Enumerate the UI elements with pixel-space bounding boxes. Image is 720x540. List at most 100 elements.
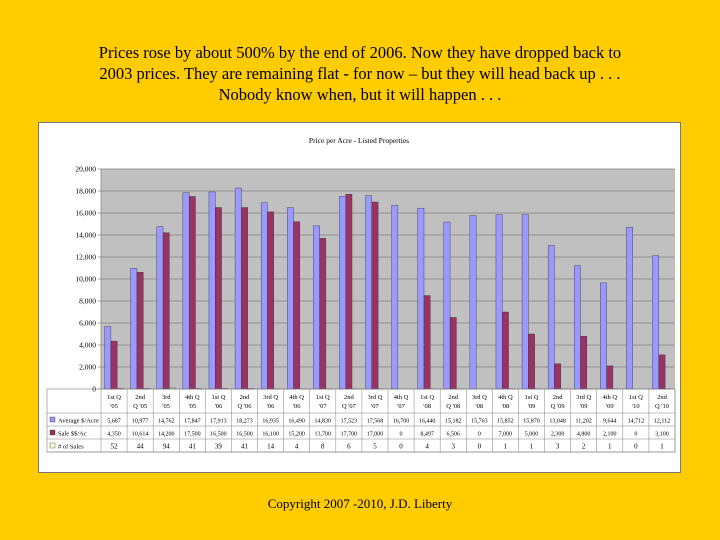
x-tick-label: 2nd (135, 394, 146, 401)
data-label: 17,847 (184, 419, 201, 425)
x-tick-label: 1st Q (420, 394, 434, 401)
y-tick-label: 18,000 (75, 187, 96, 196)
data-label: 9,644 (603, 419, 617, 425)
x-tick-label: '10 (632, 403, 640, 410)
data-label: 0 (478, 443, 482, 451)
x-tick-label: Q '09 (551, 403, 565, 410)
data-label: 14,712 (628, 419, 645, 425)
y-tick-label: 16,000 (75, 209, 96, 218)
x-tick-label: Q '05 (133, 403, 147, 410)
data-label: 15,870 (523, 419, 540, 425)
x-tick-label: 2nd (657, 394, 668, 401)
data-label: 2,300 (551, 432, 565, 438)
bar-average (469, 215, 477, 390)
data-label: 15,852 (497, 419, 513, 425)
data-label: 10,977 (132, 419, 149, 425)
bar-average (182, 192, 190, 390)
data-label: 0 (634, 443, 638, 451)
data-label: 14 (267, 443, 275, 451)
data-label: 14,830 (315, 419, 332, 425)
data-label: 17,523 (341, 419, 358, 425)
data-label: 0 (400, 432, 403, 438)
x-tick-label: '08 (475, 403, 483, 410)
x-tick-label: 1st Q (211, 394, 225, 401)
data-label: 11,202 (576, 419, 592, 425)
bar-sale (449, 317, 457, 390)
data-label: 16,100 (262, 432, 279, 438)
x-tick-label: 4th Q (289, 394, 304, 401)
x-tick-label: 2nd (553, 394, 564, 401)
x-tick-label: '07 (371, 403, 379, 410)
legend-key (49, 429, 56, 436)
data-label: 4 (425, 443, 429, 451)
bar-average (391, 205, 399, 390)
data-label: 15,200 (288, 432, 305, 438)
bar-average (287, 207, 294, 390)
data-label: 4,800 (577, 432, 591, 438)
data-label: 4 (295, 443, 299, 451)
data-label: 3 (556, 443, 560, 451)
data-label: 17,913 (210, 419, 227, 425)
bar-average (574, 265, 581, 390)
bar-average (600, 282, 607, 390)
x-tick-label: 3rd (162, 394, 171, 401)
x-tick-label: 2nd (448, 394, 459, 401)
bar-average (234, 187, 242, 390)
bar-sale (215, 207, 222, 390)
x-tick-label: 2nd (240, 394, 251, 401)
chart-frame: Price per Acre - Listed Properties 0 2,00… (38, 122, 681, 473)
data-label: 13,700 (315, 432, 332, 438)
y-tick-label: 12,000 (75, 253, 96, 262)
bar-average (208, 191, 216, 390)
data-label: 3 (451, 443, 455, 451)
x-tick-label: '06 (215, 403, 223, 410)
bar-sale (345, 194, 353, 390)
bar-sale (241, 207, 248, 390)
x-tick-label: 1st Q (525, 394, 539, 401)
bar-sale (423, 295, 431, 390)
headline-line-1: Prices rose by about 500% by the end of … (98, 43, 622, 62)
x-tick-label: 1st Q (629, 394, 643, 401)
bar-average (365, 195, 373, 390)
bar-sale (606, 365, 614, 390)
data-label: 41 (241, 443, 249, 451)
bar-sale (110, 340, 118, 390)
legend-label: # of Sales (58, 444, 84, 451)
x-tick-label: 2nd (344, 394, 355, 401)
x-tick-label: '05 (188, 403, 196, 410)
data-label: 5,000 (525, 432, 539, 438)
data-label: 7,000 (499, 432, 512, 438)
data-label: 44 (137, 443, 145, 451)
x-tick-label: Q '08 (446, 403, 460, 410)
data-label: 5,687 (107, 419, 121, 425)
x-tick-label: '06 (293, 403, 301, 410)
headline-line-2: 2003 prices. They are remaining flat - f… (99, 64, 621, 83)
data-label: 17,700 (341, 432, 358, 438)
data-label: 18,273 (236, 419, 253, 425)
bar-average (313, 225, 320, 390)
bar-sale (528, 333, 535, 390)
bar-average (547, 245, 555, 390)
bar-average (495, 214, 503, 390)
x-tick-label: '05 (110, 403, 118, 410)
legend-key (49, 442, 56, 449)
x-tick-label: '08 (502, 403, 510, 410)
data-label: 16,700 (393, 419, 410, 425)
data-label: 10,614 (132, 432, 149, 438)
data-label: 16,490 (288, 419, 305, 425)
data-label: 16,935 (262, 419, 279, 425)
data-label: 14,762 (158, 419, 175, 425)
data-label: 0 (478, 432, 481, 438)
x-tick-label: 3rd Q (472, 394, 487, 401)
x-tick-label: 3rd Q (367, 394, 382, 401)
data-label: 6 (347, 443, 351, 451)
data-label: 2 (582, 443, 586, 451)
bar-sale (188, 196, 196, 390)
x-tick-label: Q '10 (655, 403, 669, 410)
x-tick-label: 4th Q (394, 394, 409, 401)
data-label: 17,000 (367, 432, 384, 438)
data-label: 1 (608, 443, 612, 451)
data-label: 4,350 (107, 432, 121, 438)
x-tick-label: 1st Q (316, 394, 330, 401)
x-tick-label: 3rd Q (576, 394, 591, 401)
